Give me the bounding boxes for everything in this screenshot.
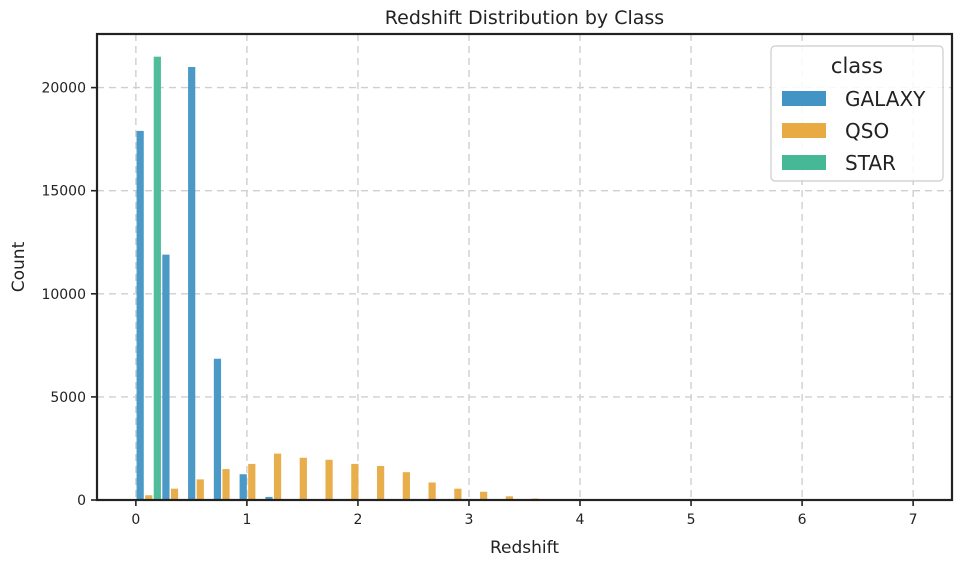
x-tick-label: 2	[353, 512, 362, 528]
x-tick-label: 3	[465, 512, 474, 528]
bar-qso	[505, 496, 514, 500]
bar-qso	[376, 465, 385, 500]
bar-star	[153, 56, 161, 500]
y-tick-label: 0	[77, 493, 86, 509]
bar-qso	[325, 459, 333, 500]
bar-qso	[299, 457, 307, 500]
y-axis: 0 5000 10000 15000 20000	[41, 81, 97, 509]
legend-swatch-qso	[782, 123, 826, 138]
bar-galaxy	[188, 66, 196, 500]
y-axis-label: Count	[9, 241, 29, 292]
bar-galaxy	[213, 358, 222, 500]
x-tick-label: 1	[242, 512, 251, 528]
x-tick-label: 5	[687, 512, 696, 528]
legend-label-qso: QSO	[845, 119, 889, 143]
legend: class GALAXY QSO STAR	[770, 45, 944, 182]
bar-qso	[351, 463, 359, 500]
bar-qso	[402, 472, 410, 500]
legend-label-star: STAR	[845, 151, 896, 175]
x-tick-label: 7	[909, 512, 918, 528]
bars	[136, 56, 926, 500]
y-tick-label: 5000	[50, 390, 86, 406]
legend-swatch-star	[782, 155, 826, 170]
bar-galaxy	[265, 496, 273, 500]
bar-qso	[222, 469, 230, 500]
bar-qso	[480, 491, 488, 500]
x-tick-label: 4	[576, 512, 585, 528]
bar-galaxy	[162, 254, 170, 500]
legend-box	[770, 45, 944, 182]
bar-qso	[248, 463, 256, 500]
bar-qso	[196, 479, 204, 500]
x-tick-label: 0	[131, 512, 140, 528]
bar-qso	[273, 453, 282, 500]
bar-galaxy	[136, 130, 144, 500]
bar-galaxy	[239, 474, 247, 500]
x-axis-label: Redshift	[490, 538, 559, 558]
bar-qso	[454, 488, 462, 500]
legend-label-galaxy: GALAXY	[845, 87, 926, 111]
bar-qso	[170, 488, 179, 500]
x-axis: 0 1 2 3 4 5 6 7	[131, 500, 918, 528]
legend-title: class	[831, 54, 883, 78]
y-tick-label: 10000	[41, 287, 86, 303]
plot-frame	[95, 32, 954, 502]
y-tick-label: 15000	[41, 184, 86, 200]
chart-title: Redshift Distribution by Class	[385, 7, 664, 29]
bar-qso	[428, 482, 436, 500]
y-tick-label: 20000	[41, 81, 86, 97]
bar-qso	[145, 495, 153, 500]
legend-swatch-galaxy	[782, 91, 826, 106]
x-tick-label: 6	[798, 512, 807, 528]
